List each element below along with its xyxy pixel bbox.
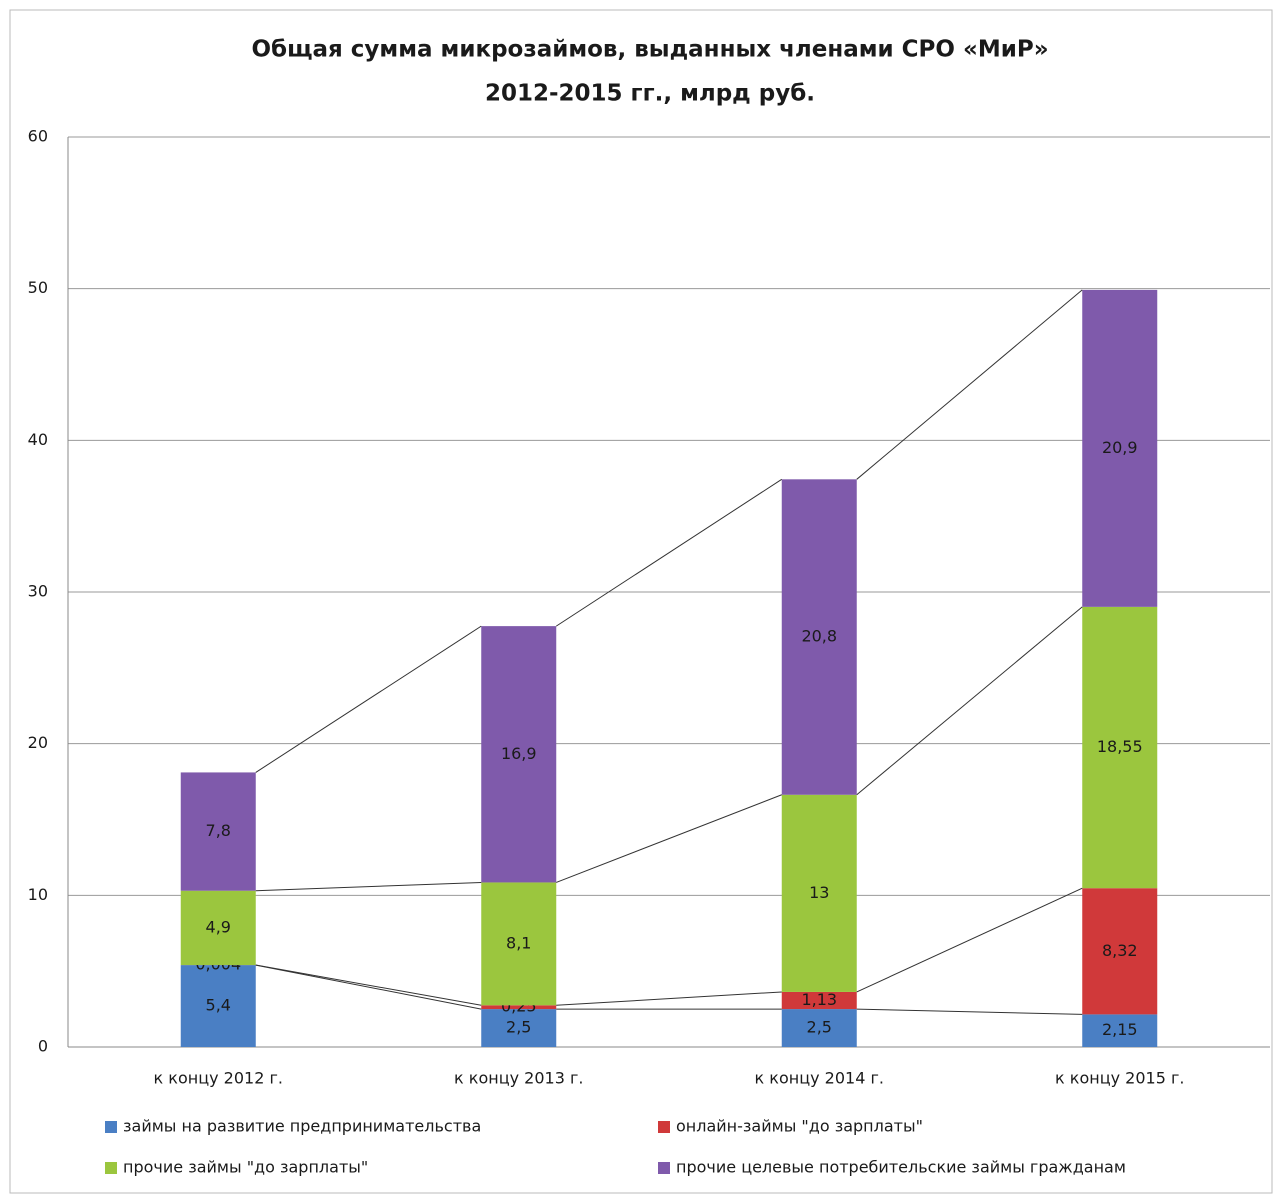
bar-segment	[1082, 888, 1158, 1015]
bar-segment	[1082, 289, 1158, 607]
bar-segment	[481, 1009, 557, 1047]
series-line	[255, 964, 482, 1006]
bar-segment	[781, 794, 857, 992]
legend-label: займы на развитие предпринимательства	[123, 1117, 481, 1136]
y-tick-label: 0	[38, 1037, 48, 1056]
series-line	[255, 625, 482, 773]
x-tick-label: к концу 2015 г.	[1055, 1069, 1184, 1088]
data-label: 1,13	[801, 990, 837, 1009]
series-line	[856, 289, 1083, 480]
series-line	[556, 794, 782, 883]
data-label: 16,9	[501, 744, 537, 763]
y-tick-label: 50	[28, 278, 48, 297]
data-label: 2,5	[506, 1018, 531, 1037]
data-label: 18,55	[1097, 737, 1143, 756]
bar-segment	[481, 882, 557, 1006]
bar-segment	[781, 1009, 857, 1047]
legend-swatch	[658, 1121, 670, 1133]
legend-label: прочие целевые потребительские займы гра…	[676, 1158, 1126, 1177]
data-label: 13	[809, 883, 829, 902]
x-tick-label: к концу 2013 г.	[454, 1069, 583, 1088]
bar-segment	[481, 1005, 557, 1010]
series-line	[556, 991, 782, 1006]
y-tick-label: 30	[28, 582, 48, 601]
legend-label: прочие займы "до зарплаты"	[123, 1158, 368, 1177]
data-label: 8,32	[1102, 941, 1138, 960]
series-line	[856, 606, 1083, 796]
y-tick-label: 60	[28, 127, 48, 146]
data-label: 20,9	[1102, 438, 1138, 457]
series-line	[255, 881, 482, 892]
legend-swatch	[105, 1121, 117, 1133]
series-line	[255, 964, 482, 1010]
y-tick-label: 20	[28, 733, 48, 752]
data-label: 2,5	[807, 1018, 832, 1037]
bar-segment	[1082, 1014, 1158, 1047]
series-line	[856, 1008, 1083, 1015]
x-tick-label: к концу 2014 г.	[755, 1069, 884, 1088]
data-label: 8,1	[506, 933, 531, 952]
bar-segment	[180, 890, 256, 966]
data-label: 4,9	[206, 917, 231, 936]
bar-segment	[180, 772, 256, 891]
legend-swatch	[105, 1162, 117, 1174]
y-tick-label: 10	[28, 885, 48, 904]
series-line	[856, 887, 1083, 993]
data-label: 20,8	[801, 627, 837, 646]
bar-segment	[1082, 606, 1158, 889]
legend-swatch	[658, 1162, 670, 1174]
data-label: 5,4	[206, 996, 231, 1015]
bar-segment	[781, 479, 857, 795]
bar-segment	[781, 991, 857, 1010]
x-tick-label: к концу 2012 г.	[154, 1069, 283, 1088]
y-tick-label: 40	[28, 430, 48, 449]
legend-label: онлайн-займы "до зарплаты"	[676, 1117, 923, 1136]
chart-title: Общая сумма микрозаймов, выданных членам…	[251, 37, 1048, 63]
data-label: 7,8	[206, 821, 231, 840]
bar-segment	[481, 626, 557, 883]
series-line	[555, 478, 783, 627]
bar-segment	[180, 965, 256, 1047]
data-label: 2,15	[1102, 1020, 1138, 1039]
chart-subtitle: 2012-2015 гг., млрд руб.	[485, 81, 815, 107]
